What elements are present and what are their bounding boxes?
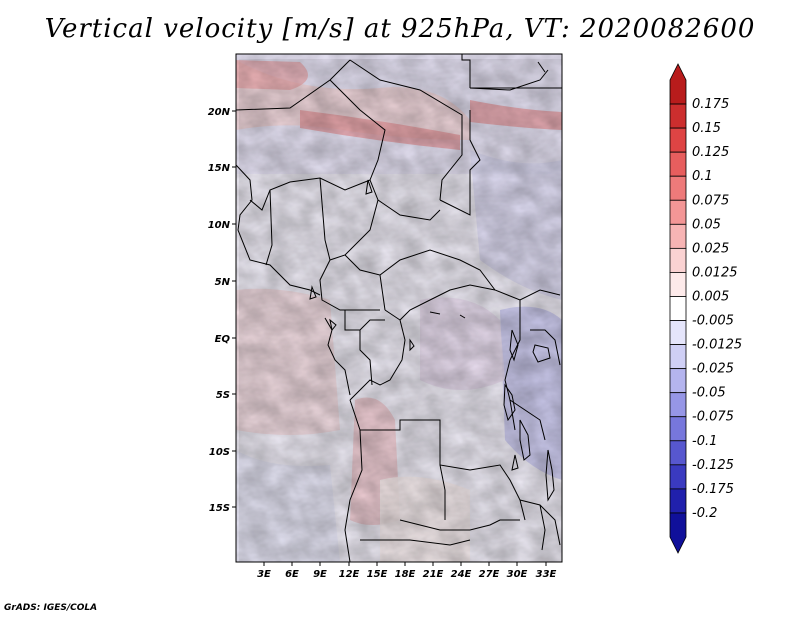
lon-label: 27E [479,569,500,580]
lon-label: 33E [536,569,557,580]
colorbar-label: -0.175 [692,482,734,497]
colorbar-label: 0.075 [692,193,729,208]
colorbar-swatch [669,247,687,273]
colorbar-swatch [669,296,687,321]
colorbar-label: 0.1 [692,169,713,184]
colorbar-label: 0.125 [692,145,729,160]
colorbar-label: 0.05 [692,217,721,232]
lon-label: 15E [367,569,388,580]
colorbar-swatch [669,416,687,442]
lat-label: 20N [208,107,231,118]
lat-label: EQ [215,334,231,345]
longitude-ticks [263,562,547,566]
lon-label: 6E [285,569,299,580]
colorbar-swatch [669,127,687,153]
colorbar-swatch [669,223,687,249]
colorbar-swatch [669,368,687,394]
colorbar-swatch [669,63,687,105]
colorbar-label: -0.2 [692,506,717,521]
colorbar-swatch [669,440,687,466]
lat-label: 5N [215,277,231,288]
lat-label: 10S [209,447,230,458]
lon-label: 9E [313,569,327,580]
colorbar-label: -0.125 [692,458,734,473]
colorbar-swatch [669,272,687,297]
colorbar-swatch [669,103,687,129]
colorbar-label: -0.025 [692,362,734,377]
colorbar-label: 0.0125 [692,265,738,280]
plot-title: Vertical velocity [m/s] at 925hPa, VT: 2… [44,14,756,44]
colorbar-swatch [669,344,687,370]
country-borders [236,54,562,562]
lat-label: 15N [208,163,231,174]
velocity-field [236,54,562,562]
latitude-ticks [232,110,236,508]
colorbar-swatch [669,512,687,554]
map-frame [235,53,563,563]
lon-label: 12E [339,569,360,580]
lon-label: 24E [451,569,472,580]
colorbar-label: 0.175 [692,97,729,112]
colorbar-swatch [669,151,687,177]
colorbar-swatch [669,199,687,225]
colorbar-swatch [669,175,687,201]
latitude-labels: 20N 15N 10N 5N EQ 5S 10S 15S [208,107,231,514]
colorbar-swatch [669,320,687,345]
colorbar-label: -0.0125 [692,338,742,353]
lat-label: 15S [209,503,230,514]
colorbar-label: 0.025 [692,241,729,256]
lon-label: 30E [507,569,528,580]
lon-label: 3E [257,569,271,580]
lon-label: 21E [423,569,444,580]
colorbar-label: 0.005 [692,289,729,304]
lon-label: 18E [395,569,416,580]
colorbar: 0.175 0.15 0.125 0.1 0.075 0.05 0.025 0.0125 0.0… [669,63,742,554]
lat-label: 5S [216,390,230,401]
colorbar-label: -0.075 [692,410,734,425]
colorbar-label: -0.05 [692,386,726,401]
longitude-labels: 3E 6E 9E 12E 15E 18E 21E 24E 27E 30E 33E [257,569,556,580]
colorbar-label: 0.15 [692,121,721,136]
colorbar-label: -0.005 [692,314,734,329]
colorbar-swatch [669,392,687,418]
colorbar-swatch [669,488,687,514]
lat-label: 10N [208,220,231,231]
colorbar-swatch [669,464,687,490]
credit-label: GrADS: IGES/COLA [4,603,98,613]
colorbar-label: -0.1 [692,434,717,449]
